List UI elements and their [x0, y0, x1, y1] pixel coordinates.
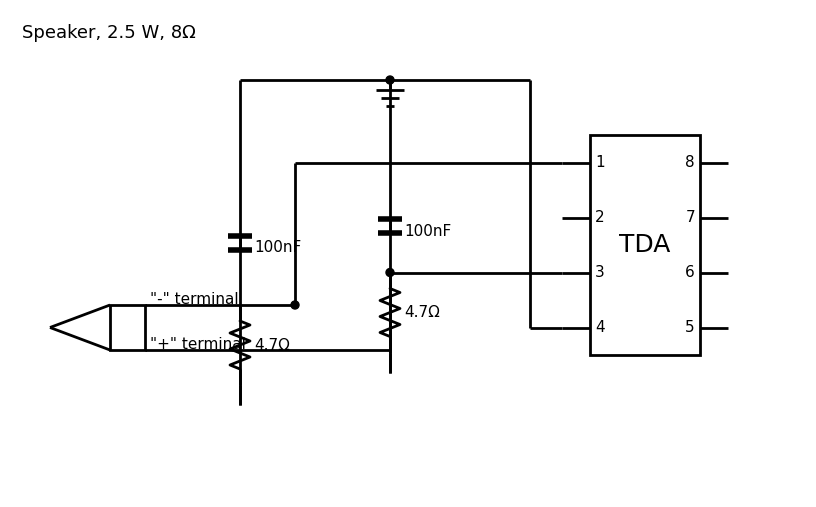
- Text: 5: 5: [685, 320, 695, 335]
- Text: 6: 6: [685, 265, 695, 280]
- Text: 100nF: 100nF: [404, 224, 451, 239]
- Text: 2: 2: [595, 210, 605, 225]
- Text: 3: 3: [595, 265, 605, 280]
- Text: Speaker, 2.5 W, 8Ω: Speaker, 2.5 W, 8Ω: [22, 24, 196, 42]
- Text: "+" terminal: "+" terminal: [150, 337, 246, 352]
- Text: 100nF: 100nF: [254, 240, 301, 255]
- Text: 8: 8: [685, 155, 695, 170]
- Circle shape: [386, 269, 394, 276]
- Circle shape: [386, 76, 394, 84]
- Bar: [110, 305, 145, 350]
- Text: 4.7Ω: 4.7Ω: [254, 338, 290, 352]
- Text: 4.7Ω: 4.7Ω: [404, 305, 440, 320]
- Bar: [590, 135, 700, 355]
- Text: 4: 4: [595, 320, 605, 335]
- Text: "-" terminal: "-" terminal: [150, 292, 238, 307]
- Text: 1: 1: [595, 155, 605, 170]
- Circle shape: [291, 301, 299, 309]
- Text: 7: 7: [685, 210, 695, 225]
- Text: TDA: TDA: [619, 233, 671, 257]
